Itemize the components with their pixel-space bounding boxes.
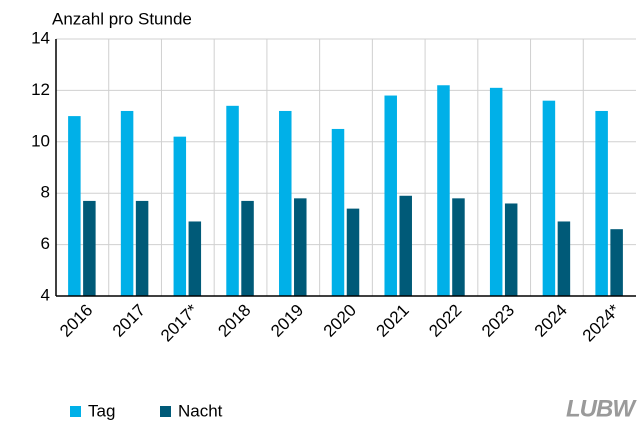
bar: [437, 85, 450, 296]
bar: [120, 110, 134, 297]
x-tick-label: 2021: [373, 301, 413, 341]
bar: [294, 198, 307, 296]
y-axis-label: Anzahl pro Stunde: [52, 9, 192, 28]
y-tick-label: 6: [41, 234, 50, 253]
x-tick-label: 2019: [267, 301, 307, 341]
bar: [384, 95, 397, 296]
y-tick-label: 14: [31, 28, 50, 47]
x-tick-label: 2017*: [157, 300, 202, 345]
legend-swatch: [70, 406, 81, 417]
y-tick-label: 10: [31, 131, 50, 150]
logo: LUBW: [566, 395, 637, 422]
x-tick-label: 2022: [425, 301, 465, 341]
bar: [595, 110, 608, 297]
bar: [399, 195, 412, 296]
bar: [489, 87, 503, 296]
legend-label: Tag: [88, 401, 115, 420]
bar: [226, 105, 239, 296]
bar: [331, 128, 345, 296]
bar: [452, 198, 465, 296]
bar: [504, 203, 518, 296]
legend-label: Nacht: [178, 401, 223, 420]
x-tick-label: 2024*: [579, 300, 624, 345]
x-tick-label: 2017: [109, 301, 149, 341]
x-tick-label: 2016: [56, 301, 96, 341]
bar: [83, 200, 96, 296]
bar: [135, 200, 149, 296]
bar: [188, 221, 202, 296]
bar: [610, 229, 623, 296]
bar: [173, 136, 187, 296]
bar: [346, 208, 360, 296]
bar: [542, 100, 556, 297]
x-tick-label: 2023: [478, 301, 518, 341]
bar: [68, 116, 81, 296]
x-tick-label: 2018: [214, 301, 254, 341]
legend-swatch: [160, 406, 171, 417]
bar: [557, 221, 571, 296]
bar: [279, 110, 292, 297]
y-tick-label: 12: [31, 80, 50, 99]
x-tick-label: 2024: [531, 301, 571, 341]
y-tick-label: 4: [41, 285, 50, 304]
bar: [241, 200, 254, 296]
x-tick-label: 2020: [320, 301, 360, 341]
y-tick-label: 8: [41, 183, 50, 202]
